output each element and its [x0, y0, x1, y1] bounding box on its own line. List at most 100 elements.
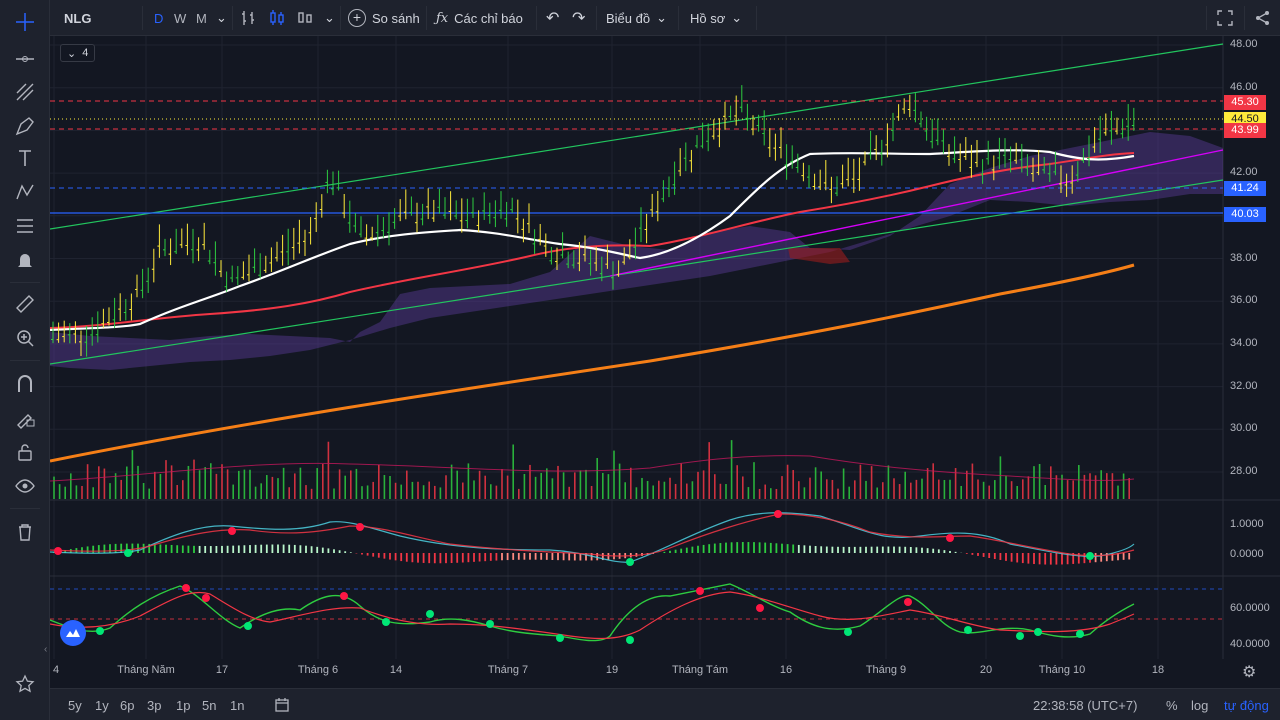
rsi-dot: [844, 628, 852, 636]
price-tick: 32.00: [1230, 379, 1258, 392]
macd-dot: [54, 547, 62, 555]
fib-icon[interactable]: [9, 212, 41, 240]
redo-icon[interactable]: ↷: [572, 10, 586, 27]
trend-line-icon[interactable]: [9, 44, 41, 72]
left-drawing-toolbar: [0, 0, 50, 720]
time-tick: 16: [779, 664, 793, 676]
profile-menu-label: Hồ sơ: [690, 10, 726, 26]
rsi-dot: [340, 592, 348, 600]
range-3p[interactable]: 3p: [147, 697, 162, 713]
macd-dot: [774, 510, 782, 518]
rsi-dot: [382, 618, 390, 626]
macd-signal: [50, 513, 1135, 557]
rsi-signal-dots: [96, 584, 1084, 644]
price-tick: 36.00: [1230, 294, 1258, 307]
time-tick: 18: [1151, 664, 1165, 676]
range-5n[interactable]: 5n: [202, 697, 217, 713]
time-tick: 4: [52, 664, 60, 676]
time-tick: Tháng Năm: [117, 664, 175, 676]
price-tick: 28.00: [1230, 465, 1258, 477]
price-marker: 45.30: [1224, 94, 1266, 110]
ruler-icon[interactable]: [9, 290, 41, 318]
interval-day[interactable]: D: [154, 10, 164, 26]
rsi-dot: [96, 627, 104, 635]
chevron-down-icon: ⌄: [67, 47, 77, 60]
trash-icon[interactable]: [9, 518, 41, 546]
indicators-button[interactable]: ƒx Các chỉ báo: [436, 0, 523, 36]
chart-menu-label: Biểu đồ: [606, 10, 651, 26]
fullscreen-icon[interactable]: [1216, 0, 1234, 36]
unlock-icon[interactable]: [9, 438, 41, 466]
interval-month[interactable]: M: [196, 10, 207, 26]
brush-icon[interactable]: [9, 112, 41, 140]
volume-bars: [53, 440, 1130, 499]
rsi-line: [50, 583, 1135, 642]
macd-dot: [1086, 552, 1094, 560]
compare-button[interactable]: + So sánh: [348, 0, 420, 36]
collapse-side-icon[interactable]: ‹: [44, 644, 48, 655]
share-icon[interactable]: [1254, 0, 1272, 36]
crosshair-icon[interactable]: [9, 8, 41, 36]
log-toggle[interactable]: log: [1191, 697, 1209, 713]
range-6p[interactable]: 6p: [120, 697, 135, 713]
rsi-dot: [964, 626, 972, 634]
percent-toggle[interactable]: %: [1166, 697, 1178, 713]
bar-chart-icon[interactable]: [240, 0, 258, 36]
chevron-down-icon[interactable]: ⌄: [216, 10, 227, 25]
time-tick: Tháng 6: [297, 664, 339, 676]
legend-collapse-button[interactable]: ⌄ 4: [60, 44, 96, 62]
price-marker: 40.03: [1224, 207, 1266, 223]
undo-icon[interactable]: ↶: [546, 10, 560, 27]
rsi-dot: [696, 587, 704, 595]
interval-week[interactable]: W: [174, 10, 187, 26]
pitchfork-icon[interactable]: [9, 78, 41, 106]
rsi-dot: [486, 620, 494, 628]
macd-signal-dots: [54, 510, 1094, 566]
candle-chart-icon[interactable]: [268, 0, 286, 36]
price-tick: 38.00: [1230, 251, 1258, 264]
pattern-icon[interactable]: [9, 178, 41, 206]
range-5y[interactable]: 5y: [68, 697, 82, 713]
volume-ma: [50, 455, 1135, 482]
time-tick: 14: [389, 664, 403, 676]
macd-dot: [228, 527, 236, 535]
range-1p[interactable]: 1p: [176, 697, 191, 713]
macd-dot: [626, 558, 634, 566]
symbol-search[interactable]: NLG: [64, 10, 92, 26]
time-tick: Tháng 9: [865, 664, 907, 676]
red-moving-average: [50, 152, 1135, 329]
eye-icon[interactable]: [9, 472, 41, 500]
alert-icon[interactable]: [9, 246, 41, 274]
tradingview-logo[interactable]: [60, 620, 86, 646]
top-toolbar: NLG D W M ⌄ ⌄ + So sánh ƒx Các chỉ báo ↶…: [50, 0, 1280, 36]
price-marker: 41.24: [1224, 181, 1266, 197]
chevron-down-icon[interactable]: ⌄: [324, 10, 335, 25]
settings-icon[interactable]: ⚙: [1242, 664, 1257, 681]
time-tick: 19: [605, 664, 619, 676]
magnet-icon[interactable]: [9, 370, 41, 398]
time-tick: Tháng Tám: [671, 664, 729, 676]
price-tick: 48.00: [1230, 38, 1258, 50]
time-tick: 17: [215, 664, 229, 676]
price-tick: 30.00: [1230, 422, 1258, 435]
ichimoku-cloud: [50, 132, 1223, 370]
range-1n[interactable]: 1n: [230, 697, 245, 713]
macd-dot: [946, 534, 954, 542]
profile-menu-button[interactable]: Hồ sơ ⌄: [690, 0, 742, 36]
calendar-icon[interactable]: [274, 689, 290, 720]
chart-area[interactable]: ⌄ 4 48.0046.0044.0042.0040.0038.0036.003…: [44, 36, 1280, 681]
auto-toggle[interactable]: tự động: [1224, 697, 1269, 713]
chevron-down-icon: ⌄: [656, 10, 667, 25]
price-tick: 46.00: [1230, 80, 1258, 93]
orange-moving-average: [50, 263, 1135, 463]
text-icon[interactable]: [9, 144, 41, 172]
range-1y[interactable]: 1y: [95, 697, 109, 713]
rsi-dot: [1016, 632, 1024, 640]
chevron-down-icon: ⌄: [731, 10, 743, 25]
rsi-dot: [202, 594, 210, 602]
hollow-candle-icon[interactable]: [296, 0, 314, 36]
star-icon[interactable]: [9, 670, 41, 698]
lock-draw-icon[interactable]: [9, 404, 41, 432]
zoom-icon[interactable]: [9, 324, 41, 352]
chart-menu-button[interactable]: Biểu đồ ⌄: [606, 0, 667, 36]
